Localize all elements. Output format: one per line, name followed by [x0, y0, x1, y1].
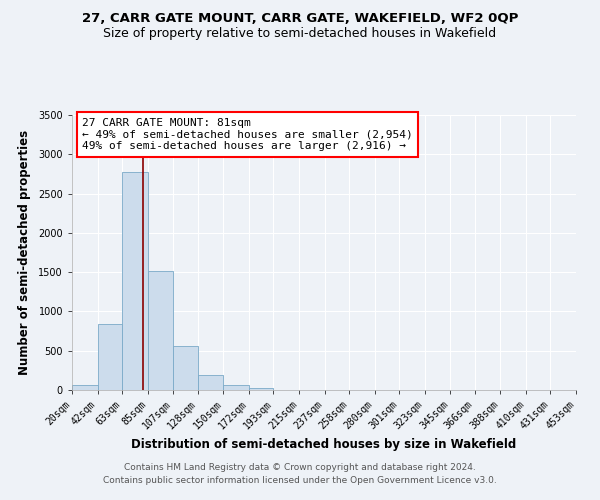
- Text: Contains HM Land Registry data © Crown copyright and database right 2024.
Contai: Contains HM Land Registry data © Crown c…: [103, 464, 497, 485]
- Text: 27, CARR GATE MOUNT, CARR GATE, WAKEFIELD, WF2 0QP: 27, CARR GATE MOUNT, CARR GATE, WAKEFIEL…: [82, 12, 518, 26]
- Bar: [249, 388, 274, 390]
- Bar: [173, 346, 198, 390]
- Y-axis label: Number of semi-detached properties: Number of semi-detached properties: [18, 130, 31, 375]
- Text: Size of property relative to semi-detached houses in Wakefield: Size of property relative to semi-detach…: [103, 28, 497, 40]
- Bar: [148, 272, 173, 390]
- X-axis label: Distribution of semi-detached houses by size in Wakefield: Distribution of semi-detached houses by …: [131, 438, 517, 451]
- Bar: [198, 376, 223, 390]
- Bar: [223, 386, 249, 390]
- Bar: [72, 384, 98, 390]
- Bar: [98, 324, 122, 390]
- Bar: [122, 172, 148, 390]
- Text: 27 CARR GATE MOUNT: 81sqm
← 49% of semi-detached houses are smaller (2,954)
49% : 27 CARR GATE MOUNT: 81sqm ← 49% of semi-…: [82, 118, 413, 151]
